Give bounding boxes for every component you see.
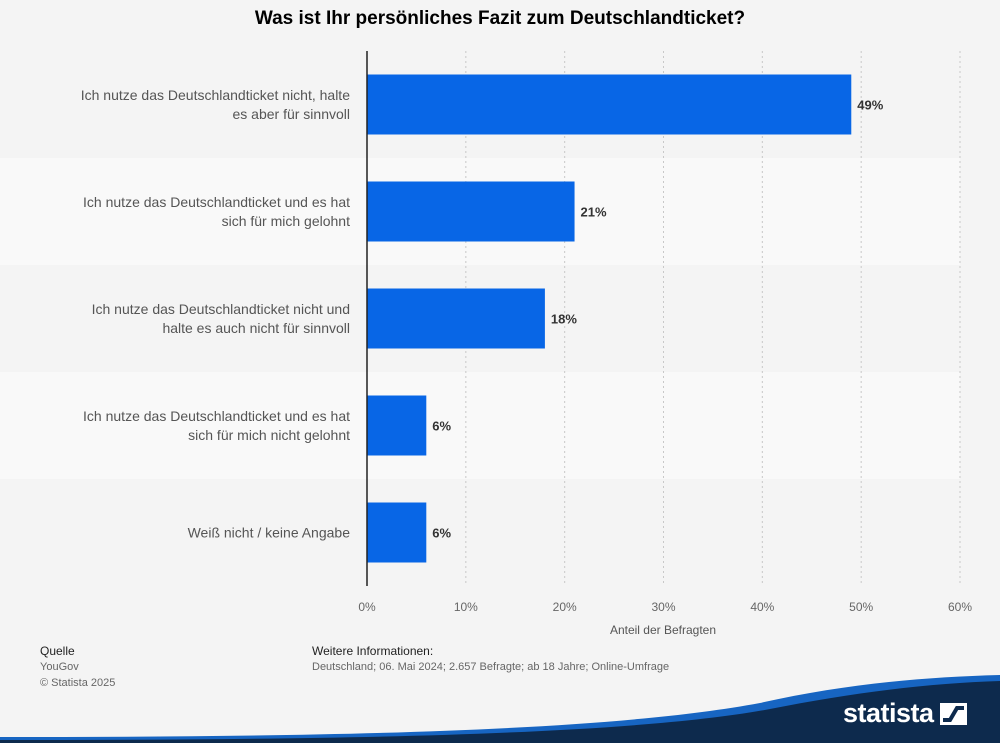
source-copyright: © Statista 2025 [40,677,116,689]
category-label: Ich nutze das Deutschlandticket und es h… [83,408,350,424]
category-labels: Ich nutze das Deutschlandticket nicht, h… [81,87,350,541]
bar-value-label: 6% [432,526,451,541]
row-band [0,479,960,586]
bars: 49% 21% 18% 6% 6% [367,74,884,563]
bar[interactable] [367,502,427,563]
x-tick-labels: 0% 10% 20% 30% 40% 50% 60% [358,600,972,614]
bar-chart: 49% 21% 18% 6% 6% Ich nutze das Deutschlandt… [0,51,973,637]
footer-wave [0,675,1000,743]
source-name[interactable]: YouGov [40,661,79,673]
x-tick-label: 50% [849,600,873,614]
x-tick-label: 10% [454,600,478,614]
bar[interactable] [367,288,545,349]
category-label: halte es auch nicht für sinnvoll [162,320,350,336]
info-heading: Weitere Informationen: [312,644,434,658]
footer-dark-wave [0,681,1000,743]
bar[interactable] [367,74,852,135]
bar-value-label: 18% [551,312,577,327]
category-label: Ich nutze das Deutschlandticket und es h… [83,194,350,210]
bar-value-label: 21% [581,205,607,220]
category-label: Weiß nicht / keine Angabe [188,525,351,541]
bar-value-label: 49% [857,98,883,113]
x-tick-label: 20% [553,600,577,614]
category-label: es aber für sinnvoll [232,106,350,122]
info-text: Deutschland; 06. Mai 2024; 2.657 Befragt… [312,661,670,673]
chart-title: Was ist Ihr persönliches Fazit zum Deuts… [254,8,746,29]
statista-logo[interactable]: statista [843,698,967,729]
row-bands [0,51,960,586]
bar[interactable] [367,181,575,242]
logo-text: statista [843,698,934,728]
x-tick-label: 30% [651,600,675,614]
row-band [0,372,960,479]
source-heading: Quelle [40,644,75,658]
statista-logo-icon [939,702,967,725]
source-block: Quelle YouGov © Statista 2025 [40,643,115,691]
category-label: sich für mich nicht gelohnt [188,427,350,443]
info-block: Weitere Informationen: Deutschland; 06. … [312,643,669,675]
x-axis-label: Anteil der Befragten [610,623,716,637]
x-tick-label: 60% [948,600,972,614]
category-label: sich für mich gelohnt [222,213,351,229]
category-label: Ich nutze das Deutschlandticket nicht un… [92,301,350,317]
bar[interactable] [367,395,427,456]
bar-value-label: 6% [432,419,451,434]
x-tick-label: 40% [750,600,774,614]
x-tick-label: 0% [358,600,376,614]
category-label: Ich nutze das Deutschlandticket nicht, h… [81,87,350,103]
